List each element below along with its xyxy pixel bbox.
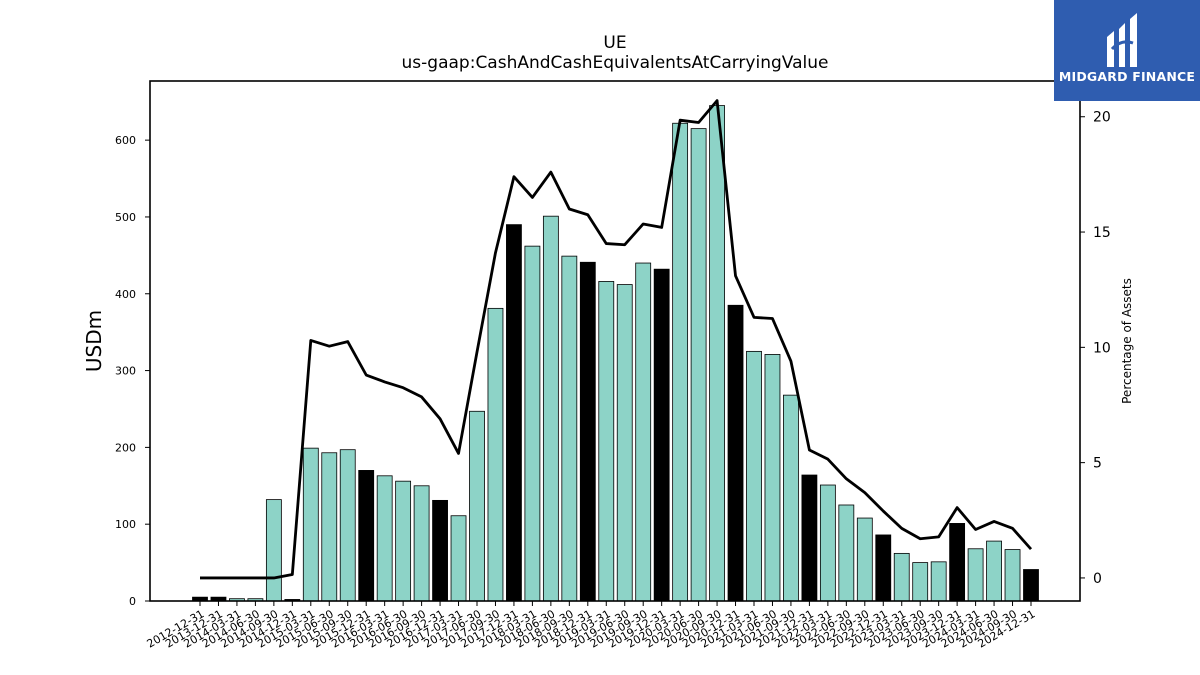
y2-tick-label: 20 (1093, 110, 1111, 126)
bar-series (192, 105, 1039, 602)
bar (949, 523, 966, 602)
bar (653, 268, 670, 602)
bar (819, 484, 836, 602)
bar (1023, 569, 1039, 602)
bar (413, 485, 430, 602)
bar (302, 447, 319, 602)
bar (450, 515, 467, 602)
bar (930, 561, 947, 602)
bar (524, 245, 541, 602)
y2-axis-label: Percentage of Assets (1120, 278, 1134, 404)
bar (875, 534, 892, 602)
chart-subtitle: us-gaap:CashAndCashEquivalentsAtCarrying… (402, 53, 829, 73)
bar (616, 284, 633, 602)
bar (579, 261, 596, 602)
bar (376, 475, 393, 602)
bar (265, 499, 282, 602)
bar (690, 128, 707, 602)
logo-text: MIDGARD FINANCE (1058, 69, 1196, 84)
bar (561, 255, 578, 602)
bar (395, 480, 412, 602)
y-tick-label: 400 (115, 288, 136, 301)
bar (783, 394, 799, 602)
y2-tick-label: 10 (1093, 340, 1111, 356)
y-tick-label: 300 (115, 365, 136, 378)
plot-frame (149, 80, 1081, 602)
bar (672, 122, 689, 602)
bar (598, 281, 615, 602)
y-tick-label: 600 (115, 134, 136, 147)
bar (727, 304, 744, 602)
bar (967, 548, 984, 602)
bar (746, 350, 762, 602)
y-axis-label: USDm (82, 310, 106, 372)
bar (709, 105, 725, 602)
bar (764, 354, 781, 602)
bar (1004, 549, 1021, 602)
bar (432, 499, 448, 602)
line-series (200, 99, 1033, 580)
logo-mark-icon (1107, 13, 1137, 67)
y2-tick-label: 15 (1093, 225, 1111, 241)
bar (469, 410, 485, 602)
y-tick-label: 100 (115, 518, 136, 531)
bar (838, 504, 855, 602)
y-tick-label: 0 (129, 595, 136, 608)
y2-tick-label: 0 (1093, 571, 1102, 587)
bar (986, 540, 1002, 602)
bar (912, 562, 929, 602)
bar (856, 517, 873, 602)
bar (635, 262, 652, 602)
bar (358, 470, 375, 602)
midgard-finance-logo: MIDGARD FINANCE (1054, 0, 1200, 101)
chart-title: UE (603, 33, 626, 53)
y-tick-label: 200 (115, 441, 136, 454)
percentage-line (200, 99, 1033, 580)
bar (893, 552, 910, 602)
bar (321, 452, 338, 602)
y-tick-label: 500 (115, 211, 136, 224)
bar (542, 215, 559, 602)
bar (506, 224, 522, 602)
bar (339, 449, 356, 602)
y2-tick-label: 5 (1093, 456, 1102, 472)
bar (801, 474, 818, 602)
axes: 0100200300400500600051015202012-12-31201… (115, 80, 1111, 651)
bar (487, 307, 504, 602)
